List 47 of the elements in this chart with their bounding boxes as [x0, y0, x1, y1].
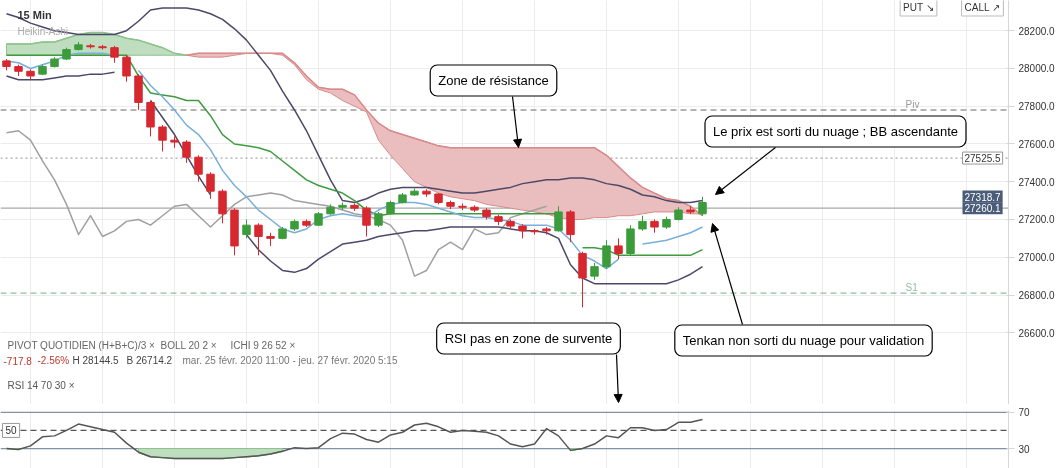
y-tick-label: 26600.0 [1018, 327, 1056, 339]
y-tick-label: 70 [1018, 407, 1031, 419]
text: CALL ↗ [964, 2, 1001, 13]
ref-line-label: 27525.5 [964, 153, 1002, 165]
annotation: Heikin-Ashi [17, 26, 69, 37]
candlestick [254, 222, 263, 256]
candlestick [182, 139, 191, 164]
y-tick-label: 28200.0 [1018, 25, 1056, 37]
candlestick [242, 218, 251, 239]
annotation: RSI pas en zone de survente [444, 331, 613, 346]
annotation: PIVOT QUOTIDIEN (H+B+C)/3 × [7, 340, 156, 351]
y-tick-label: 27400.0 [1018, 176, 1056, 188]
annotation: Tenkan non sorti du nuage pour validation [682, 333, 925, 348]
candlestick [362, 205, 371, 237]
candlestick [158, 124, 167, 153]
annotation: -717.8 [3, 355, 33, 367]
ref-line-label: 50 [5, 425, 18, 437]
ref-line-label: Piv [905, 99, 920, 110]
annotation: -2.56% [37, 355, 70, 366]
candlestick [554, 205, 563, 233]
y-tick-label: 27800.0 [1018, 101, 1056, 113]
annotation: H 28144.5 [72, 355, 120, 366]
y-tick-label: 27200.0 [1018, 214, 1056, 226]
annotation: BOLL 20 2 × [160, 340, 217, 351]
y-tick-label: 28000.0 [1018, 63, 1056, 75]
y-tick-label: 27600.0 [1018, 138, 1056, 150]
ref-line-label: 27260.1 [964, 203, 1002, 215]
candlestick [194, 154, 203, 183]
annotation: 15 Min [17, 8, 53, 21]
candlestick [122, 54, 131, 83]
text: 27318.7 [964, 191, 1002, 203]
candlestick [698, 196, 707, 217]
ref-line-label: S1 [905, 282, 919, 294]
candlestick [218, 188, 227, 224]
y-tick-label: 27000.0 [1018, 252, 1056, 264]
annotation: mar. 25 févr. 2020 11:00 - jeu. 27 févr. 2020 5:15 [182, 355, 398, 366]
annotation: ICHI 9 26 52 × [230, 340, 296, 351]
candlestick [614, 237, 623, 260]
y-tick-label: 26800.0 [1018, 290, 1056, 301]
text: Le prix est sorti du nuage ; BB ascendante [713, 124, 959, 139]
annotation: B 26714.2 [126, 355, 173, 366]
y-tick-label: 30 [1018, 443, 1031, 455]
text: PUT ↘ [903, 2, 934, 13]
annotation: Zone de résistance [438, 73, 549, 88]
candlestick [566, 209, 575, 243]
annotation: RSI 14 70 30 × [7, 380, 75, 391]
candlestick [206, 171, 215, 200]
